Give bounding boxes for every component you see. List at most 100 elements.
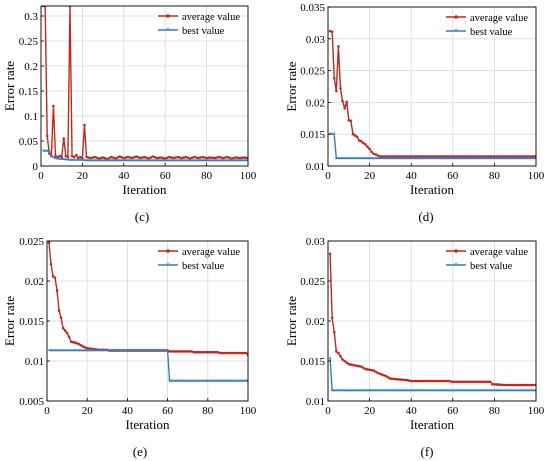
- point-best: *: [368, 388, 371, 395]
- point-average: [61, 326, 65, 330]
- point-best: *: [499, 156, 502, 163]
- legend-marker-average: [454, 15, 458, 19]
- point-best: *: [431, 156, 434, 163]
- point-best: *: [495, 388, 498, 395]
- point-best: *: [379, 388, 382, 395]
- point-average: [447, 155, 450, 158]
- series-line-best: [330, 133, 536, 160]
- point-best: *: [416, 388, 419, 395]
- point-best: *: [172, 379, 175, 386]
- point-best: *: [242, 158, 245, 165]
- point-average: [532, 383, 536, 387]
- point-average: [530, 155, 534, 158]
- point-best: *: [395, 388, 398, 395]
- point-best: *: [512, 388, 515, 395]
- point-best: *: [381, 388, 384, 395]
- point-best: *: [212, 379, 215, 386]
- point-best: *: [437, 156, 440, 163]
- point-average: [222, 351, 226, 355]
- legend-label-best: best value: [182, 26, 225, 37]
- point-best: *: [347, 388, 350, 395]
- point-average: [101, 156, 105, 159]
- point-best: *: [200, 379, 203, 386]
- point-best: *: [376, 388, 379, 395]
- point-average: [186, 156, 190, 160]
- point-average: [353, 364, 357, 367]
- point-best: *: [383, 156, 386, 163]
- point-average: [393, 155, 396, 158]
- point-average: [176, 350, 179, 353]
- point-average: [384, 374, 388, 378]
- point-average: [51, 274, 55, 278]
- point-average: [103, 156, 107, 160]
- x-tick-label: 80: [489, 170, 501, 182]
- point-average: [488, 380, 492, 384]
- point-average: [228, 156, 231, 160]
- point-best: *: [431, 388, 434, 395]
- point-best: *: [230, 158, 233, 165]
- point-average: [457, 380, 461, 384]
- legend-marker-best: *: [454, 27, 458, 36]
- point-best: *: [118, 158, 121, 165]
- point-average: [56, 155, 59, 159]
- point-average: [57, 309, 61, 312]
- point-best: *: [397, 388, 400, 395]
- point-average: [159, 156, 163, 159]
- point-best: *: [204, 379, 207, 386]
- x-tick-label: 100: [528, 170, 545, 182]
- point-best: *: [401, 388, 404, 395]
- point-average: [368, 368, 371, 372]
- y-tick-label: 0.2: [24, 61, 38, 73]
- point-average: [215, 156, 219, 159]
- point-best: *: [226, 158, 229, 165]
- point-average: [145, 156, 148, 160]
- point-average: [188, 157, 192, 160]
- point-best: *: [203, 158, 206, 165]
- point-best: *: [193, 158, 196, 165]
- point-average: [513, 155, 517, 158]
- point-average: [395, 155, 398, 158]
- point-best: *: [174, 158, 177, 165]
- point-average: [443, 379, 446, 383]
- point-average: [389, 377, 392, 380]
- point-average: [153, 155, 157, 159]
- point-average: [174, 350, 177, 353]
- point-average: [105, 157, 109, 161]
- point-best: *: [366, 156, 369, 163]
- point-average: [439, 379, 442, 383]
- point-best: *: [449, 156, 452, 163]
- point-average: [200, 350, 204, 354]
- point-best: *: [224, 379, 227, 386]
- point-best: *: [84, 348, 87, 355]
- point-best: *: [530, 156, 533, 163]
- point-best: *: [472, 156, 475, 163]
- point-best: *: [60, 348, 63, 355]
- point-average: [457, 155, 461, 158]
- point-average: [58, 154, 61, 158]
- point-average: [63, 329, 67, 332]
- point-average: [180, 350, 183, 353]
- point-average: [393, 377, 396, 381]
- point-best: *: [503, 388, 506, 395]
- point-average: [64, 154, 68, 158]
- point-best: *: [518, 388, 521, 395]
- point-best: *: [222, 379, 225, 386]
- point-average: [242, 351, 246, 355]
- point-average: [505, 155, 509, 158]
- point-average: [461, 380, 465, 384]
- point-best: *: [345, 156, 348, 163]
- point-average: [530, 383, 534, 387]
- point-best: *: [383, 388, 386, 395]
- point-best: *: [364, 156, 367, 163]
- point-average: [378, 155, 382, 158]
- point-best: *: [234, 379, 237, 386]
- plot-area: ****************************************…: [329, 252, 536, 395]
- point-average: [339, 354, 342, 358]
- x-tick-label: 80: [489, 405, 501, 417]
- point-best: *: [142, 348, 145, 355]
- point-best: *: [155, 158, 158, 165]
- point-best: *: [184, 158, 187, 165]
- point-best: *: [158, 348, 161, 355]
- point-best: *: [428, 156, 431, 163]
- point-average: [455, 155, 459, 158]
